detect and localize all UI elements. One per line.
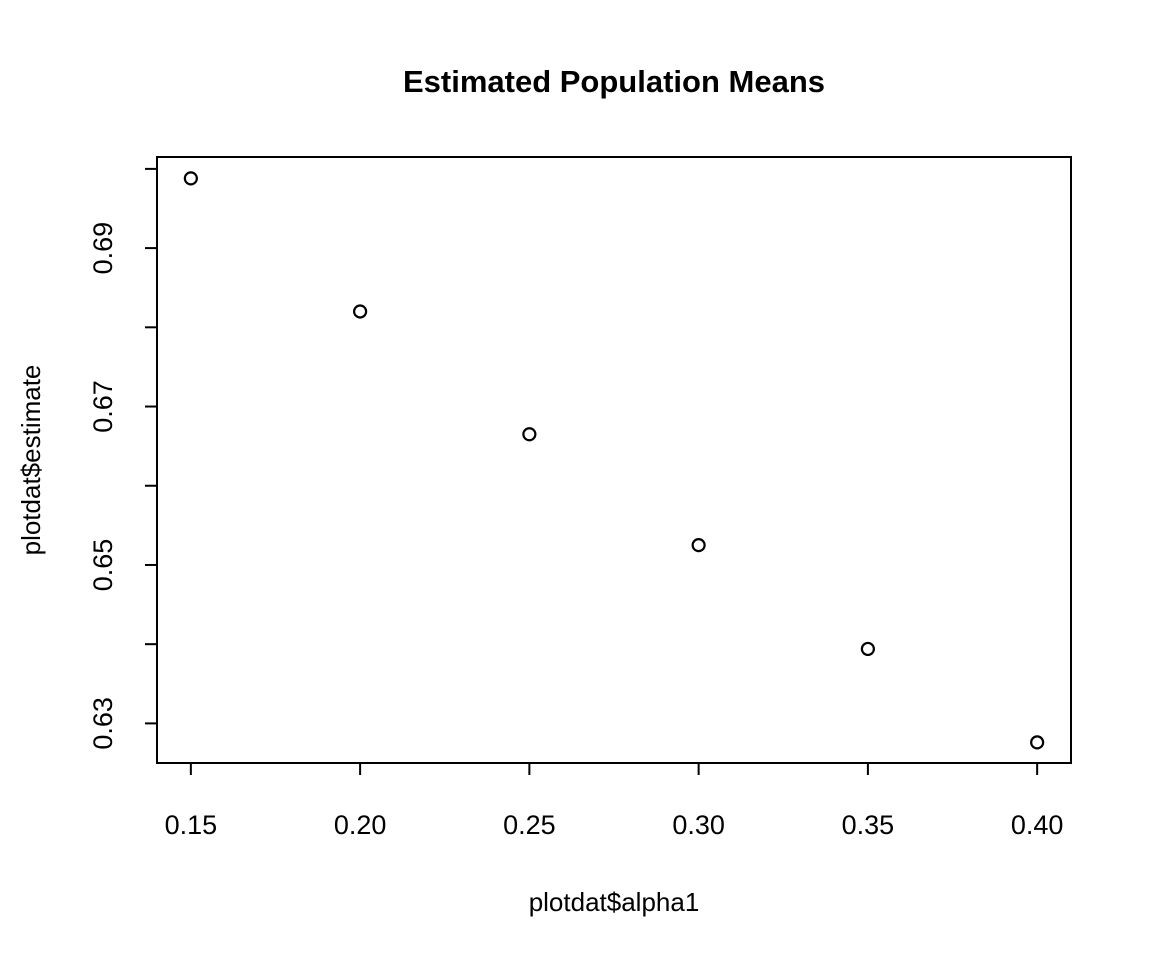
- y-tick-label: 0.63: [88, 697, 118, 750]
- x-axis-label: plotdat$alpha1: [529, 887, 700, 917]
- plot-frame: [156, 156, 1072, 764]
- x-axis: 0.15 0.20 0.25 0.30 0.35 0.40: [165, 763, 1064, 840]
- data-point: [860, 641, 875, 657]
- data-point: [691, 538, 706, 553]
- y-axis-label: plotdat$estimate: [16, 365, 46, 556]
- chart-title: Estimated Population Means: [403, 64, 825, 99]
- data-point: [1030, 735, 1045, 750]
- y-tick-label: 0.65: [88, 539, 118, 592]
- y-tick-label: 0.69: [88, 222, 118, 275]
- x-tick-label: 0.25: [503, 810, 556, 840]
- x-tick-label: 0.15: [165, 810, 218, 840]
- data-point: [353, 304, 368, 319]
- y-axis: 0.63 0.65 0.67 0.69: [88, 167, 157, 750]
- x-tick-label: 0.30: [672, 810, 725, 840]
- data-point: [183, 171, 198, 186]
- data-point: [522, 427, 537, 442]
- x-tick-label: 0.20: [334, 810, 387, 840]
- y-tick-label: 0.67: [88, 380, 118, 433]
- x-tick-label: 0.40: [1011, 810, 1064, 840]
- data-points: [183, 171, 1045, 750]
- x-tick-label: 0.35: [842, 810, 895, 840]
